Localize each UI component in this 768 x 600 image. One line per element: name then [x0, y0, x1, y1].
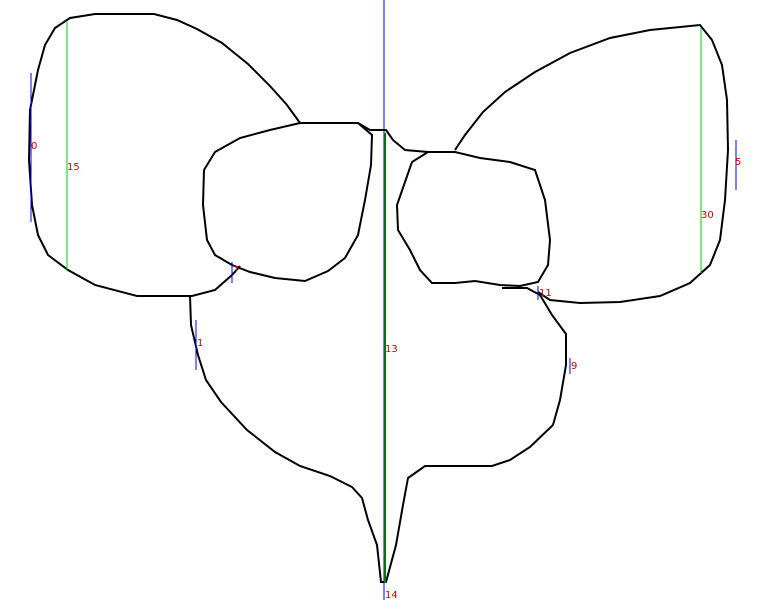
lower-body-outline: [190, 288, 566, 582]
label-11: 11: [539, 288, 552, 299]
label-5: 5: [735, 157, 741, 168]
upper-right-lobe-outline: [455, 25, 728, 303]
label-1: 1: [197, 338, 203, 349]
bridge-outline: [358, 123, 428, 152]
label-0: 0: [31, 141, 37, 152]
label-14: 14: [385, 590, 398, 600]
label-13: 13: [385, 344, 398, 355]
inner-right-loop-outline: [397, 152, 550, 286]
label-7: 7: [233, 265, 239, 276]
upper-left-lobe-outline: [29, 14, 300, 296]
label-15: 15: [67, 162, 80, 173]
label-9: 9: [571, 361, 577, 372]
label-30: 30: [701, 210, 714, 221]
inner-left-loop-outline: [203, 123, 372, 281]
